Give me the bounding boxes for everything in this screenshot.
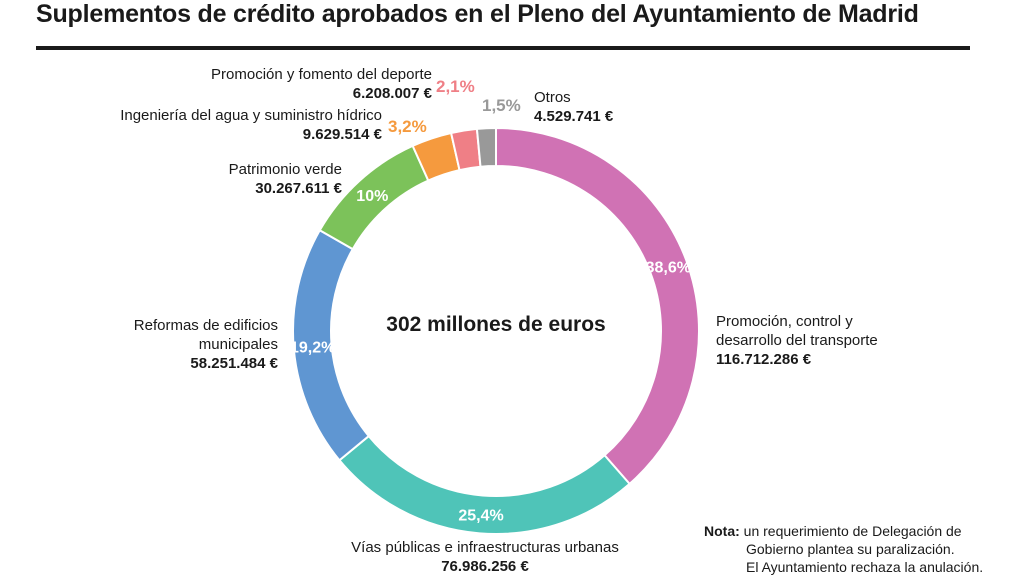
slice-name-reformas-line2: municipales [198, 336, 278, 353]
title-rule [36, 46, 970, 50]
slice-transport [495, 126, 700, 486]
slice-percent-vias: 25,4% [458, 507, 503, 524]
slice-amount-transport: 116.712.286 € [716, 351, 812, 368]
footnote: Nota: un requerimiento de Delegación de … [704, 522, 983, 576]
slice-amount-deporte: 6.208.007 € [352, 85, 432, 102]
slice-label-vias: Vías públicas e infraestructuras urbanas… [330, 538, 640, 576]
donut-center-label: 302 millones de euros [386, 313, 606, 336]
slice-name-agua: Ingeniería del agua y suministro hídrico [120, 107, 382, 124]
slice-name-transport-line1: Promoción, control y [716, 313, 853, 330]
slice-name-deporte: Promoción y fomento del deporte [211, 66, 432, 83]
slice-percent-reformas: 19,2% [290, 340, 335, 357]
slice-label-deporte: Promoción y fomento del deporte 6.208.00… [120, 65, 432, 103]
slice-label-agua: Ingeniería del agua y suministro hídrico… [40, 106, 382, 144]
footnote-line2: Gobierno plantea su paralización. [746, 541, 955, 557]
slice-label-otros: Otros 4.529.741 € [534, 88, 613, 126]
slice-amount-reformas: 58.251.484 € [190, 355, 278, 372]
slice-amount-otros: 4.529.741 € [534, 108, 614, 125]
footnote-line3: El Ayuntamiento rechaza la anulación. [746, 559, 984, 575]
slice-percent-transport: 38,6% [646, 259, 691, 276]
slice-label-reformas: Reformas de edificios municipales 58.251… [60, 316, 278, 373]
slice-amount-agua: 9.629.514 € [302, 126, 382, 143]
footnote-label: Nota: [704, 523, 740, 539]
chart-title: Suplementos de crédito aprobados en el P… [36, 0, 919, 28]
slice-name-transport-line2: desarrollo del transporte [716, 332, 878, 349]
slice-percent-agua-outside: 3,2% [388, 117, 427, 136]
slice-label-patrimonio: Patrimonio verde 30.267.611 € [120, 160, 342, 198]
slice-percent-otros-outside: 1,5% [482, 96, 521, 115]
slice-label-transport: Promoción, control y desarrollo del tran… [716, 312, 878, 369]
slice-name-reformas-line1: Reformas de edificios [133, 317, 278, 334]
slice-name-otros: Otros [534, 89, 571, 106]
slice-percent-patrimonio: 10% [356, 188, 388, 205]
slice-amount-vias: 76.986.256 € [441, 558, 529, 575]
footnote-line1: un requerimiento de Delegación de [743, 523, 962, 539]
slice-otros [475, 126, 497, 168]
slice-name-vias: Vías públicas e infraestructuras urbanas [351, 539, 619, 556]
slice-percent-deporte-outside: 2,1% [436, 77, 475, 96]
slice-amount-patrimonio: 30.267.611 € [255, 180, 342, 197]
slice-name-patrimonio: Patrimonio verde [228, 161, 342, 178]
